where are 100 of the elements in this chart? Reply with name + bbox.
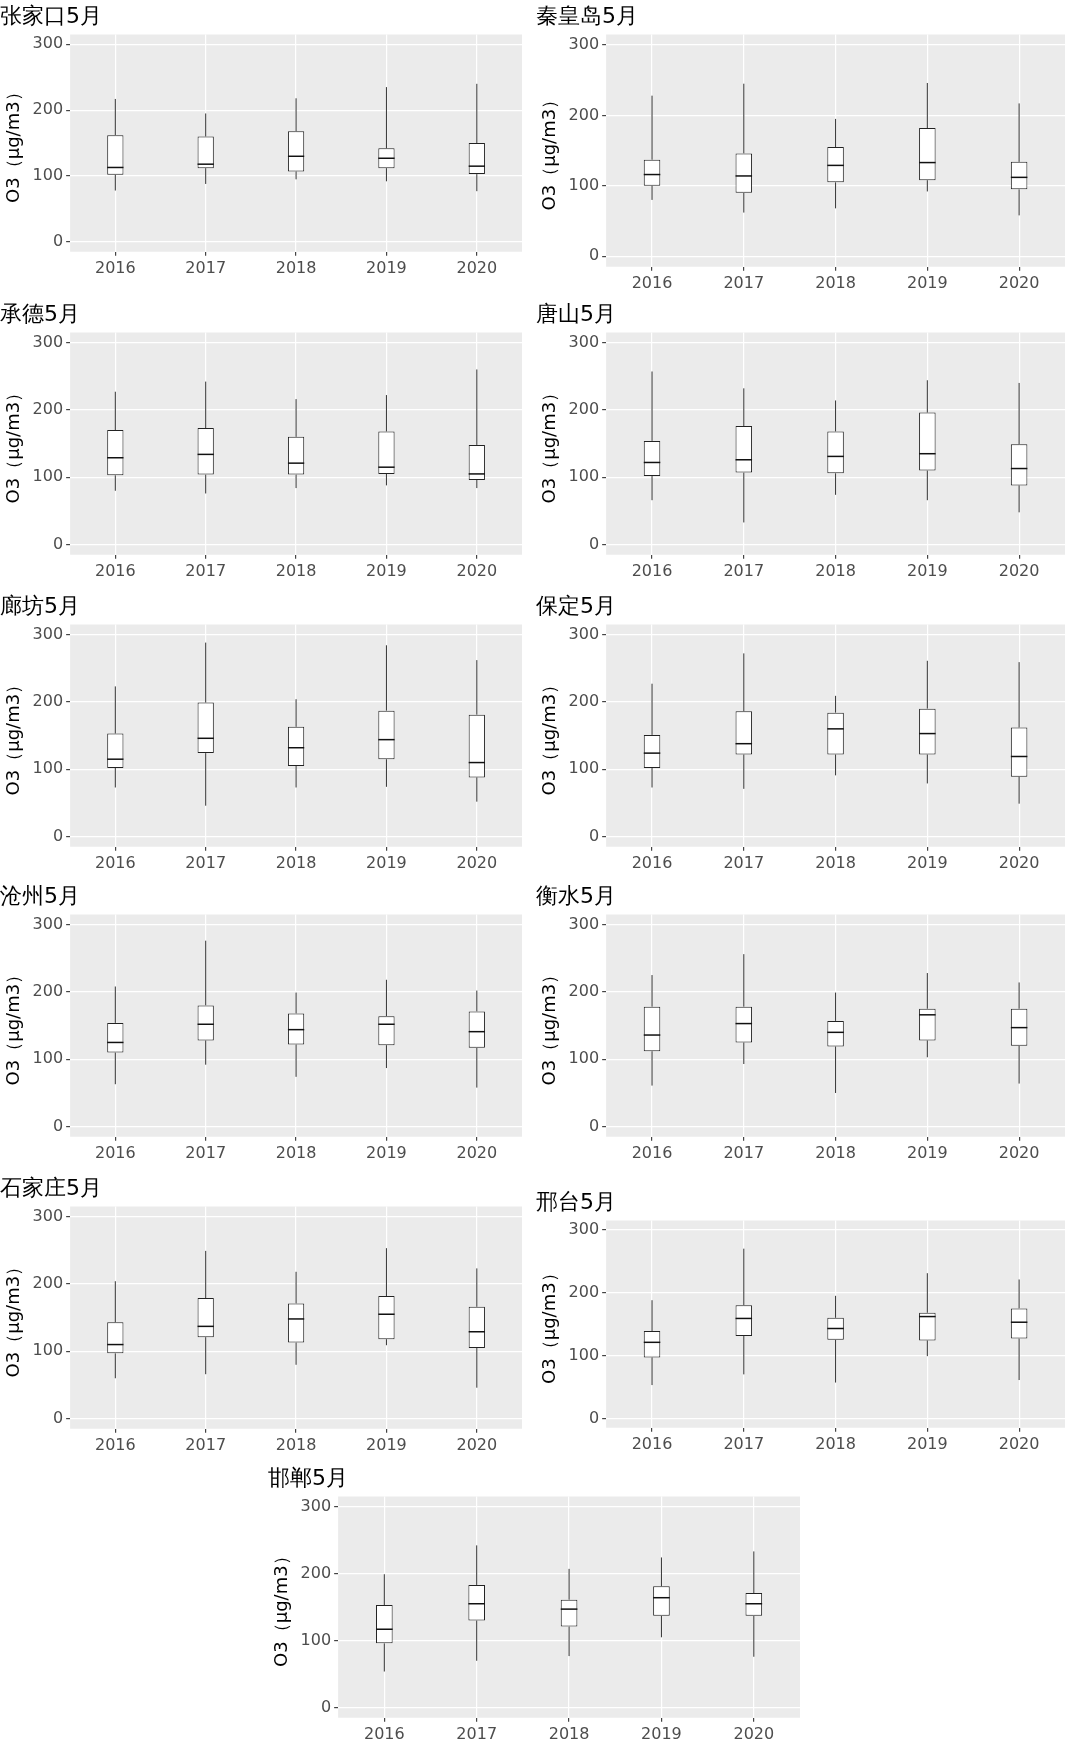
y-tick-label: 100 (568, 1048, 600, 1068)
x-tick-label: 2016 (94, 257, 136, 277)
y-tick-label: 200 (568, 691, 600, 711)
x-tick-label: 2019 (906, 1433, 948, 1453)
y-tick-label: 200 (32, 99, 64, 119)
x-tick-label: 2019 (366, 257, 407, 277)
x-tick-label: 2018 (815, 272, 856, 292)
x-tick-label: 2017 (723, 272, 765, 292)
y-tick-label: 200 (32, 399, 64, 419)
y-tick-label: 100 (32, 1048, 64, 1068)
x-tick-label: 2016 (94, 1434, 136, 1454)
chart-title: 邯郸5月 (268, 1464, 348, 1490)
x-tick-label: 2018 (815, 852, 856, 872)
y-tick-label: 200 (32, 691, 64, 711)
x-tick-label: 2016 (631, 560, 673, 580)
y-tick-label: 200 (300, 1562, 332, 1582)
y-tick-label: 0 (52, 1115, 64, 1135)
y-tick-label: 300 (32, 33, 64, 53)
y-axis-title: O3（μg/m3） (538, 675, 560, 796)
x-tick-label: 2018 (275, 852, 317, 872)
x-tick-label: 2019 (906, 560, 948, 580)
y-axis-title: O3（μg/m3） (538, 965, 560, 1086)
x-tick-label: 2019 (366, 852, 407, 872)
x-tick-label: 2016 (631, 272, 673, 292)
y-tick-label: 300 (32, 623, 64, 643)
y-tick-label: 200 (568, 399, 600, 419)
y-tick-label: 100 (568, 466, 600, 486)
x-tick-label: 2018 (548, 1723, 590, 1743)
y-tick-label: 0 (588, 1115, 600, 1135)
y-tick-label: 300 (568, 623, 600, 643)
y-tick-label: 200 (568, 1281, 600, 1301)
x-tick-label: 2018 (275, 257, 317, 277)
x-tick-label: 2020 (998, 1433, 1040, 1453)
x-tick-label: 2018 (815, 1433, 856, 1453)
x-tick-label: 2016 (363, 1723, 405, 1743)
x-tick-label: 2020 (998, 852, 1040, 872)
y-tick-label: 300 (32, 331, 64, 351)
y-tick-label: 100 (568, 1344, 600, 1364)
y-tick-label: 300 (568, 1218, 600, 1238)
x-tick-label: 2016 (631, 852, 673, 872)
y-tick-label: 300 (568, 331, 600, 351)
y-tick-label: 0 (588, 1407, 600, 1427)
y-tick-label: 0 (52, 533, 64, 553)
y-axis-title: O3（μg/m3） (2, 83, 24, 203)
chart-title: 邢台5月 (536, 1188, 616, 1214)
x-tick-label: 2020 (456, 257, 498, 277)
y-tick-label: 200 (32, 1273, 64, 1293)
x-tick-label: 2016 (94, 852, 136, 872)
x-tick-label: 2018 (275, 1142, 317, 1162)
x-tick-label: 2019 (906, 852, 948, 872)
x-tick-label: 2020 (733, 1723, 775, 1743)
chart-title: 保定5月 (536, 592, 616, 618)
chart-title: 承德5月 (0, 300, 80, 326)
x-tick-label: 2018 (815, 1142, 856, 1162)
x-tick-label: 2017 (185, 257, 227, 277)
y-tick-label: 100 (568, 174, 600, 194)
y-tick-label: 300 (300, 1495, 332, 1515)
y-axis-title: O3（μg/m3） (538, 383, 560, 504)
x-tick-label: 2017 (456, 1723, 498, 1743)
x-tick-label: 2020 (456, 1434, 498, 1454)
chart-title: 秦皇岛5月 (536, 2, 638, 28)
y-tick-label: 0 (52, 825, 64, 845)
y-tick-label: 0 (52, 1407, 64, 1427)
x-tick-label: 2020 (998, 1142, 1040, 1162)
chart-title: 张家口5月 (0, 2, 102, 28)
x-tick-label: 2018 (275, 1434, 317, 1454)
chart-title: 沧州5月 (0, 882, 80, 908)
y-tick-label: 0 (588, 825, 600, 845)
x-tick-label: 2020 (456, 560, 498, 580)
x-tick-label: 2020 (998, 560, 1040, 580)
x-tick-label: 2019 (366, 1434, 407, 1454)
x-tick-label: 2020 (456, 1142, 498, 1162)
y-tick-label: 300 (568, 34, 600, 54)
y-axis-title: O3（μg/m3） (538, 1264, 560, 1384)
x-tick-label: 2019 (906, 1142, 948, 1162)
x-tick-label: 2019 (366, 1142, 407, 1162)
chart-title: 衡水5月 (536, 882, 616, 908)
y-tick-label: 100 (300, 1629, 332, 1649)
x-tick-label: 2020 (456, 852, 498, 872)
x-tick-label: 2017 (723, 1433, 765, 1453)
x-tick-label: 2017 (723, 560, 765, 580)
x-tick-label: 2019 (906, 272, 948, 292)
x-tick-label: 2019 (641, 1723, 682, 1743)
y-axis-title: O3（μg/m3） (538, 90, 560, 211)
y-tick-label: 100 (568, 758, 600, 778)
y-tick-label: 300 (32, 913, 64, 933)
x-tick-label: 2016 (94, 1142, 136, 1162)
x-tick-label: 2017 (723, 852, 765, 872)
y-tick-label: 100 (32, 466, 64, 486)
chart-title: 石家庄5月 (0, 1174, 102, 1200)
x-tick-label: 2020 (998, 272, 1040, 292)
y-tick-label: 100 (32, 758, 64, 778)
y-axis-title: O3（μg/m3） (2, 965, 24, 1086)
x-tick-label: 2016 (631, 1142, 673, 1162)
x-tick-label: 2017 (185, 852, 227, 872)
y-tick-label: 0 (588, 245, 600, 265)
x-tick-label: 2018 (815, 560, 856, 580)
chart-title: 唐山5月 (536, 300, 616, 326)
x-tick-label: 2016 (94, 560, 136, 580)
y-tick-label: 300 (32, 1205, 64, 1225)
